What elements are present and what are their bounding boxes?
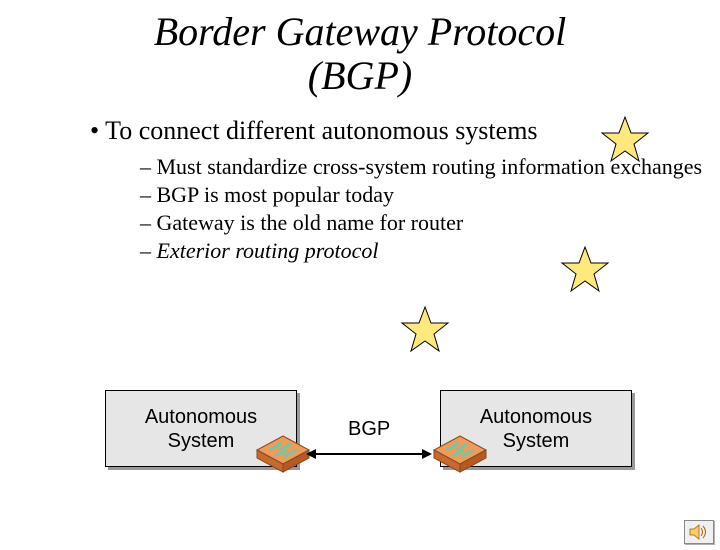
bgp-label: BGP: [348, 418, 390, 441]
sub-item: Exterior routing protocol: [140, 238, 720, 264]
router-icon: [432, 428, 488, 474]
star-icon: [400, 305, 450, 355]
arrow-head-right: [422, 449, 432, 459]
sub-item: Gateway is the old name for router: [140, 210, 720, 236]
router-icon: [255, 428, 311, 474]
sound-icon[interactable]: [684, 520, 714, 544]
sub-bullet-list: Must standardize cross-system routing in…: [140, 154, 720, 264]
sub-item: BGP is most popular today: [140, 182, 720, 208]
star-icon: [600, 115, 650, 165]
title-line2: (BGP): [308, 53, 412, 98]
bgp-arrow: [315, 453, 423, 455]
as-right-label-1: Autonomous: [441, 405, 631, 429]
slide-title: Border Gateway Protocol (BGP): [0, 10, 720, 98]
as-left-label-1: Autonomous: [106, 405, 296, 429]
title-line1: Border Gateway Protocol: [154, 9, 567, 54]
arrow-head-left: [306, 449, 316, 459]
star-icon: [560, 245, 610, 295]
